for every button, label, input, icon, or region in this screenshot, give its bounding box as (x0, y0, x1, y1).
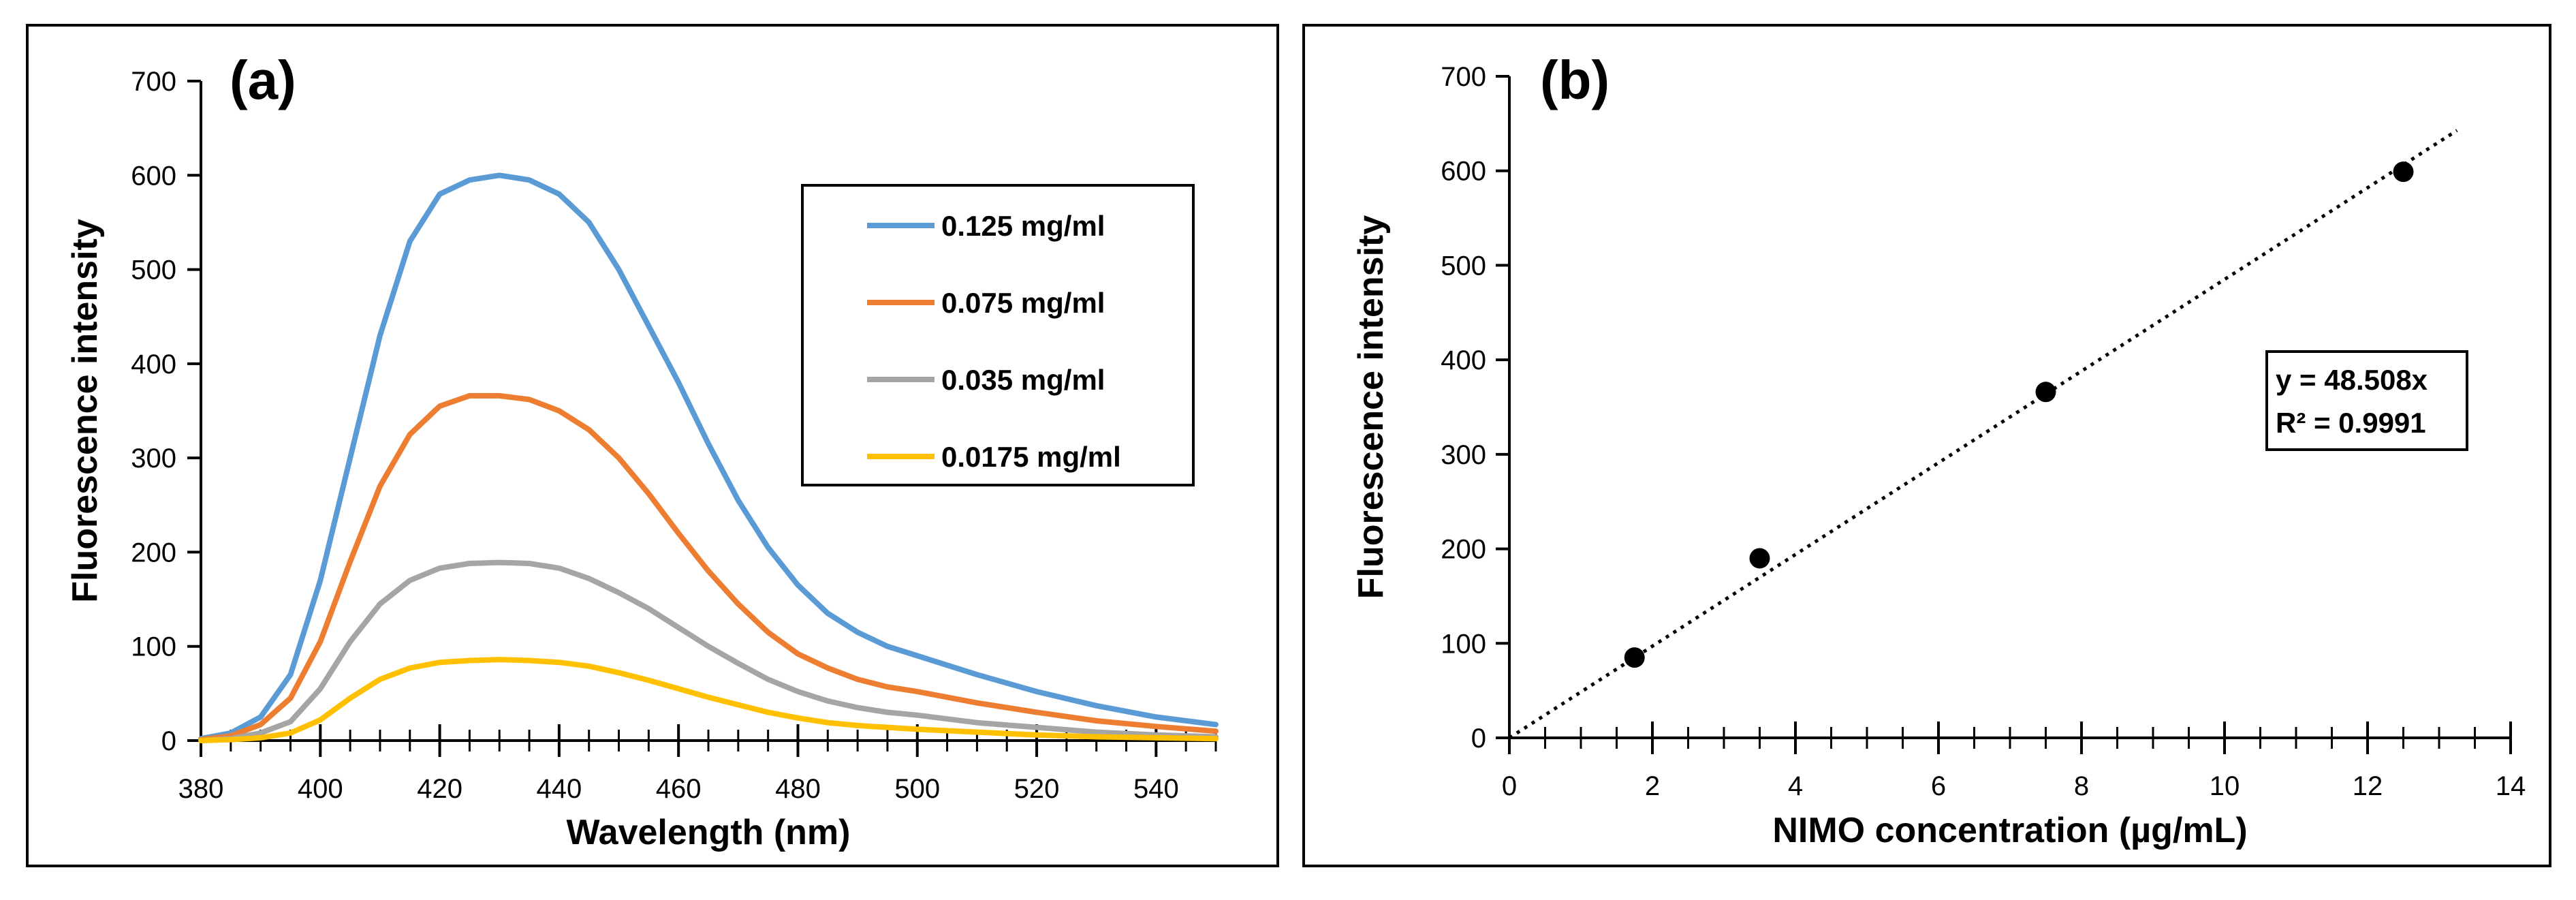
x-tick-label: 460 (656, 774, 702, 804)
y-tick-label: 300 (131, 444, 176, 474)
legend-box (801, 184, 1195, 486)
panel-label-a: (a) (230, 50, 296, 110)
series-line-3 (198, 657, 1219, 743)
y-tick-label: 100 (1441, 629, 1486, 659)
x-tick-label: 380 (178, 774, 224, 804)
y-tick-label: 0 (161, 726, 176, 756)
y-tick-label: 400 (131, 350, 176, 379)
x-axis-title: Wavelength (nm) (567, 813, 851, 852)
y-tick-label: 700 (131, 67, 176, 97)
x-tick-label: 440 (537, 774, 582, 804)
x-tick-label: 10 (2210, 771, 2240, 801)
panel-a-fluorescence-spectra: 0 100 200 300 400 500 600 700 380 400 420 440 460 480… (26, 24, 1279, 867)
y-axis-title: Fluorescence intensity (65, 219, 105, 603)
x-tick-label: 12 (2353, 771, 2383, 801)
panel-b-calibration-plot: 0 100 200 300 400 500 600 700 0 2 4 6 8 10 12 14 NIMO co… (1302, 24, 2551, 867)
y-tick-label: 600 (1441, 157, 1486, 187)
y-tick-label: 700 (1441, 62, 1486, 92)
x-tick-label: 480 (775, 774, 821, 804)
x-axis-title: NIMO concentration (µg/mL) (1772, 811, 2247, 850)
y-tick-label: 500 (1441, 251, 1486, 281)
x-tick-label: 4 (1788, 771, 1803, 801)
data-point-3 (2393, 161, 2414, 183)
y-tick-label: 0 (1471, 724, 1486, 754)
series-line-1 (198, 392, 1219, 743)
data-point-1 (1749, 548, 1770, 569)
x-tick-label: 8 (2074, 771, 2089, 801)
y-tick-label: 500 (131, 255, 176, 285)
panel-label-b: (b) (1540, 50, 1609, 110)
y-tick-label: 600 (131, 161, 176, 191)
legend-label-1: 0.075 mg/ml (941, 287, 1105, 319)
x-tick-label: 420 (417, 774, 462, 804)
spectra-chart-svg: 0 100 200 300 400 500 600 700 380 400 420 440 460 480… (65, 50, 1219, 852)
legend-label-0: 0.125 mg/ml (941, 210, 1105, 242)
data-point-2 (2035, 382, 2056, 403)
series-line-2 (198, 559, 1219, 743)
x-tick-label: 14 (2496, 771, 2526, 801)
x-tick-label: 6 (1931, 771, 1946, 801)
series-line-0 (198, 172, 1219, 742)
x-tick-label: 540 (1133, 774, 1179, 804)
y-tick-label: 100 (131, 632, 176, 662)
y-tick-label: 200 (1441, 535, 1486, 565)
x-tick-label: 400 (298, 774, 343, 804)
x-tick-label: 2 (1645, 771, 1660, 801)
x-tick-label: 0 (1502, 771, 1517, 801)
y-tick-label: 400 (1441, 345, 1486, 375)
r-squared-text: R² = 0.9991 (2276, 407, 2426, 439)
y-tick-label: 300 (1441, 440, 1486, 470)
calibration-chart-svg: 0 100 200 300 400 500 600 700 0 2 4 6 8 10 12 14 NIMO co… (1351, 50, 2526, 850)
x-tick-label: 500 (894, 774, 940, 804)
y-axis-title: Fluorescence intensity (1351, 215, 1391, 600)
data-point-0 (1624, 647, 1645, 668)
equation-text: y = 48.508x (2276, 364, 2428, 396)
y-tick-label: 200 (131, 538, 176, 568)
trendline (1508, 129, 2458, 740)
x-tick-label: 520 (1014, 774, 1060, 804)
legend-label-2: 0.035 mg/ml (941, 364, 1105, 396)
equation-box (2265, 350, 2468, 451)
legend-label-3: 0.0175 mg/ml (941, 441, 1121, 473)
